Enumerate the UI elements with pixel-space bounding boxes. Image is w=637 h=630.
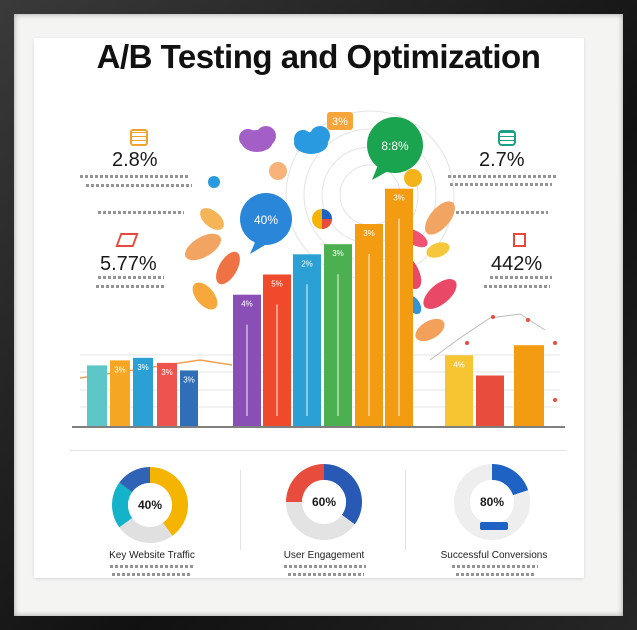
cloud-icon [294,126,330,154]
stat-top-right: 2.7% [479,149,525,171]
fine-print [456,573,536,576]
bar-1 [87,365,107,426]
fine-print [86,184,192,187]
donut-slice [150,467,189,536]
fine-print [448,175,558,178]
database-icon [498,130,516,146]
fine-print [110,565,195,568]
bar-label: 3% [332,249,344,258]
bar-3 [133,357,153,426]
bar-label: 3% [114,365,126,374]
fine-print [80,175,190,178]
fine-print [96,285,164,288]
fine-print [490,276,552,279]
donut-center-label: 80% [480,495,504,509]
bar-13 [476,375,504,426]
fine-print [98,211,184,214]
fine-print [452,565,538,568]
bubble-orange-label: 3% [332,116,348,128]
bubble-blue-label: 40% [254,213,278,227]
caption-traffic: Key Website Traffic [109,550,195,561]
dot-icon [404,169,422,187]
cloud-icon [239,126,276,152]
coin-stack-icon [130,129,148,146]
bar-4 [157,362,177,426]
fine-print [456,211,548,214]
bar-2 [110,360,130,426]
bar-5 [180,370,198,426]
donut-center-label: 60% [312,495,336,509]
donut-slice [119,466,150,493]
speech-bubble-green [367,117,423,180]
speech-bubble-orange [327,112,353,130]
bar-label: 3% [137,363,149,372]
bar-12 [445,355,473,426]
donut-hole [470,480,514,524]
bar-15 [514,345,544,426]
speech-bubble-blue [240,193,292,254]
stat-mid-left: 5.77% [100,253,157,275]
donut-center-label: 40% [138,498,162,512]
bar-label: 4% [241,300,253,309]
bar-label: 3% [393,194,405,203]
donut-slice [112,482,133,528]
connector-dots [465,315,557,402]
fine-print [112,573,192,576]
fine-print [450,183,552,186]
bar-label: 5% [271,280,283,289]
bar-label: 3% [161,368,173,377]
column-divider [240,470,241,550]
donut-slice [454,464,530,540]
mini-pie-icon [312,209,332,229]
fine-print [484,285,550,288]
bar-label: 3% [363,229,375,238]
donut-slice [324,464,362,525]
donut-3-tag [480,522,508,530]
donut-hole [302,480,346,524]
fine-print [98,276,164,279]
stat-mid-right: 442% [491,253,543,275]
section-divider [70,450,567,451]
donut-hole [128,483,172,527]
donut-slice [492,464,529,496]
dot-icon [208,176,220,188]
chart-box-icon [513,233,526,247]
donut-slice [286,464,324,502]
caption-engagement: User Engagement [283,550,365,561]
stat-top-left: 2.8% [112,149,158,171]
bar-label: 3% [183,375,195,384]
column-divider [405,470,406,550]
fine-print [284,565,366,568]
ring-icon-small [269,162,287,180]
donut-slice [119,517,173,543]
poster-title: A/B Testing and Optimization [96,38,541,75]
bar-label: 2% [301,259,313,268]
donut-slice [286,502,355,540]
bar-label: 4% [453,360,465,369]
bubble-green-label: 8:8% [381,139,409,153]
fine-print [288,573,364,576]
caption-conversions: Successful Conversions [440,550,548,561]
